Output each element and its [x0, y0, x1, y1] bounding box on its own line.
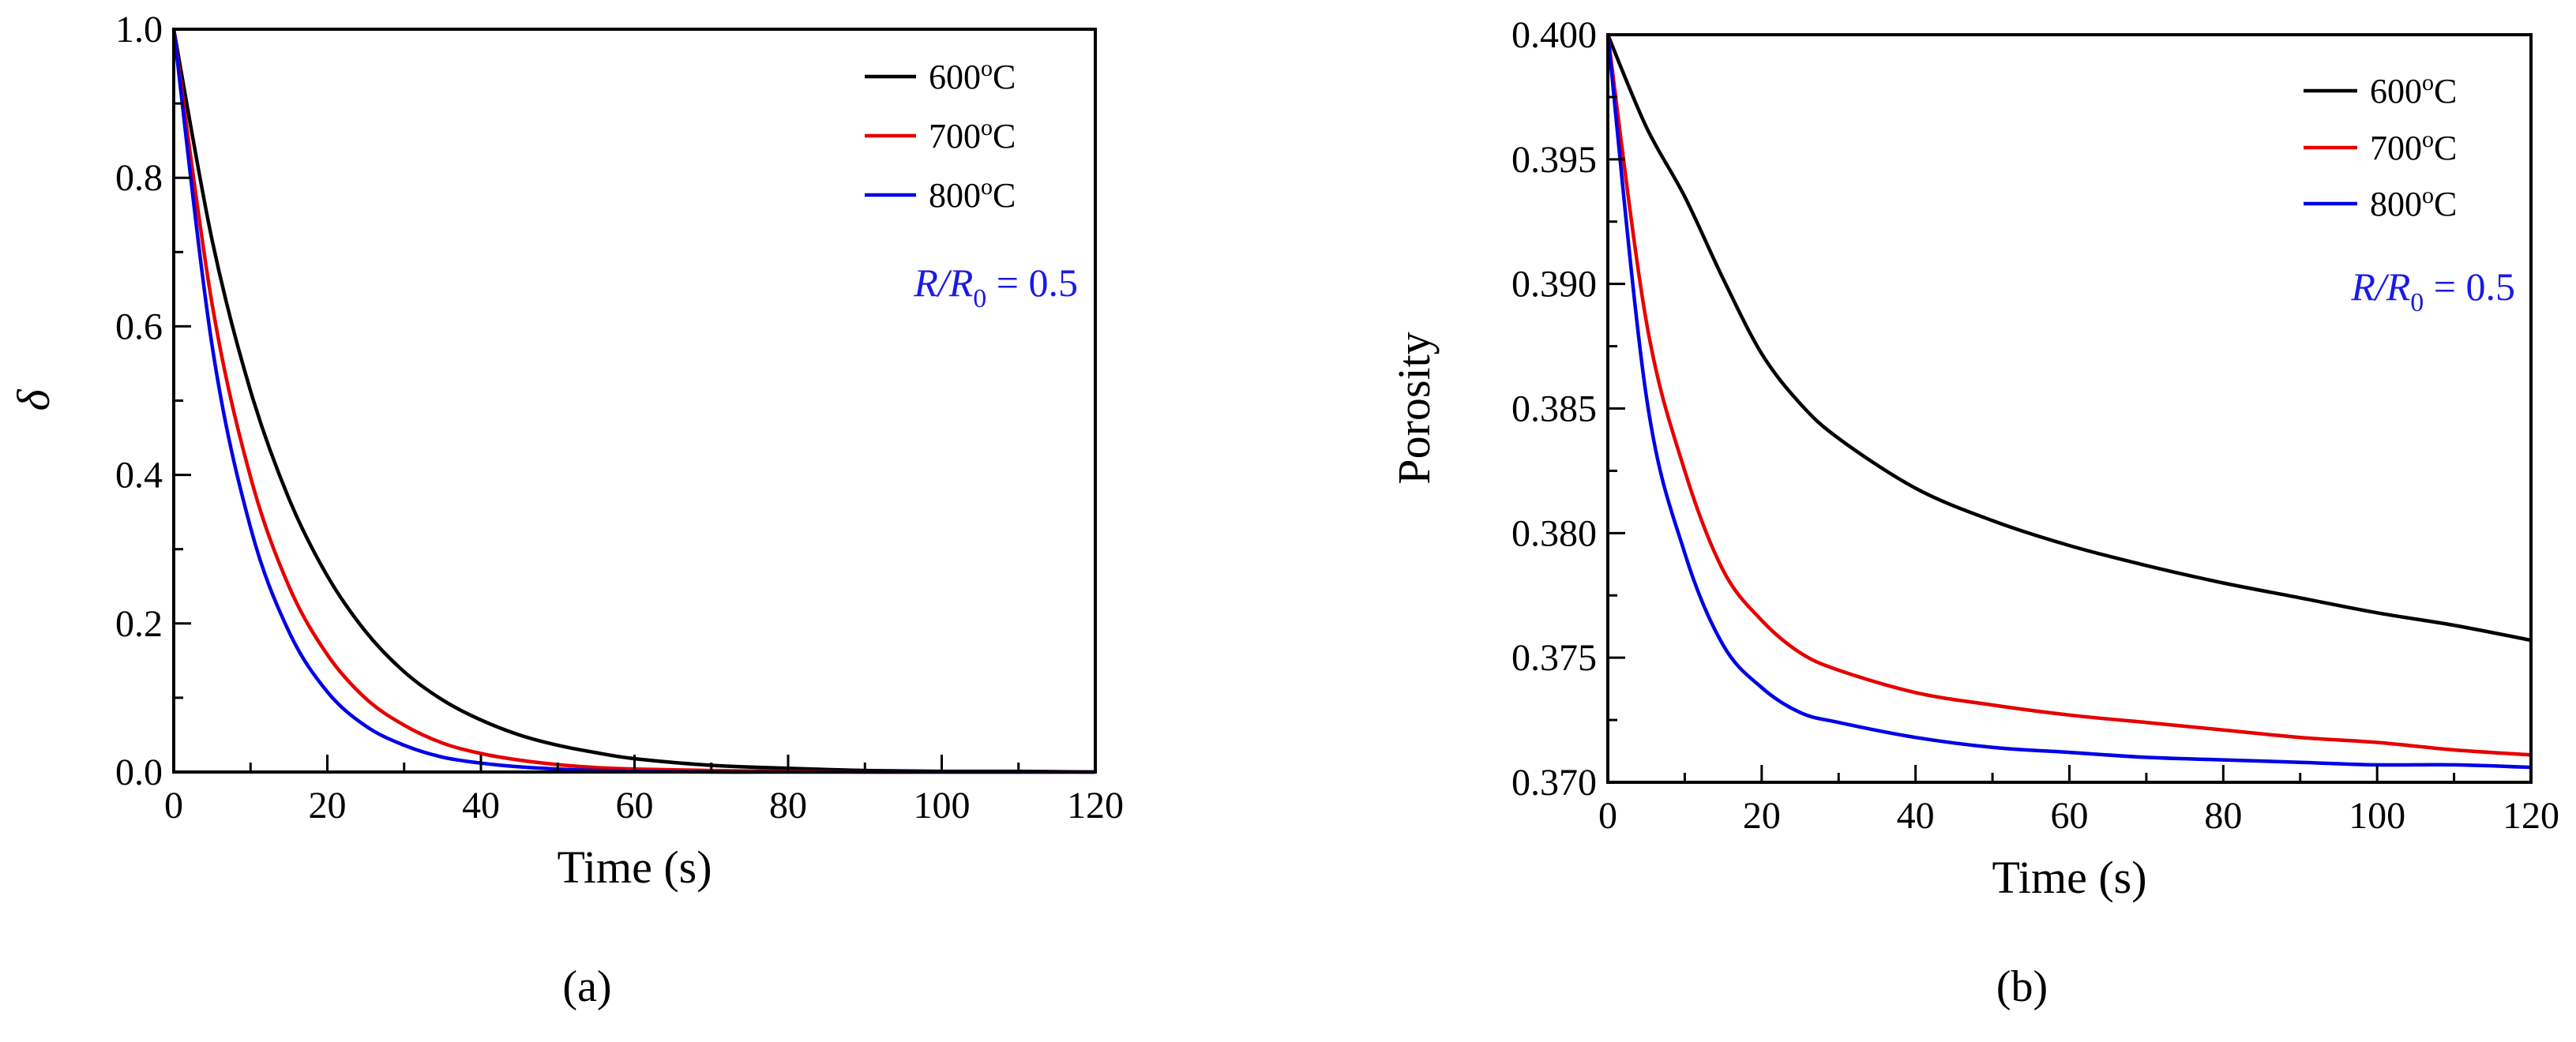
- y-tick-label: 0.8: [115, 157, 163, 199]
- y-tick-label: 0.375: [1511, 637, 1597, 679]
- x-axis: 0 20 40 60 80 100 120: [164, 755, 1124, 826]
- legend: 600oC 700oC 800oC: [865, 55, 1016, 215]
- legend-label-700c: 700oC: [929, 114, 1016, 156]
- legend-label-700c: 700oC: [2370, 126, 2457, 167]
- legend-label-800c: 800oC: [929, 174, 1016, 215]
- y-axis-title: δ: [8, 388, 59, 410]
- y-tick-label: 0.0: [115, 752, 163, 793]
- x-tick-label: 40: [1897, 795, 1935, 837]
- y-tick-label: 0.380: [1511, 512, 1597, 554]
- x-tick-label: 20: [309, 785, 347, 826]
- x-tick-label: 80: [769, 785, 807, 826]
- x-tick-label: 20: [1743, 795, 1781, 837]
- chart-panel-a: 0 20 40 60 80 100 120 Time (s) 0.0 0.2 0.4 0.6 0.8 1.…: [8, 9, 1124, 1011]
- y-axis-title: Porosity: [1388, 332, 1440, 484]
- x-tick-label: 100: [2349, 795, 2405, 837]
- ratio-annotation: R/R0 = 0.5: [913, 260, 1078, 313]
- x-tick-label: 60: [616, 785, 654, 826]
- series-line-800c: [1605, 34, 2532, 770]
- panel-caption: (a): [562, 962, 611, 1011]
- panel-caption: (b): [1996, 962, 2048, 1011]
- legend-label-600c: 600oC: [929, 55, 1016, 96]
- y-axis: 0.370 0.375 0.380 0.385 0.390 0.395 0.400: [1511, 14, 1625, 804]
- y-tick-label: 0.370: [1511, 762, 1597, 804]
- legend-label-600c: 600oC: [2370, 69, 2457, 111]
- series-line-700c: [1605, 34, 2532, 757]
- y-axis: 0.0 0.2 0.4 0.6 0.8 1.0: [115, 9, 191, 793]
- x-tick-label: 60: [2051, 795, 2089, 837]
- legend: 600oC 700oC 800oC: [2304, 69, 2457, 223]
- y-tick-label: 0.6: [115, 305, 163, 347]
- x-tick-label: 120: [2503, 795, 2559, 837]
- x-tick-label: 100: [914, 785, 971, 826]
- series-group: [1605, 34, 2532, 770]
- y-tick-label: 0.395: [1511, 139, 1597, 181]
- x-tick-label: 80: [2204, 795, 2242, 837]
- y-tick-label: 0.400: [1511, 14, 1597, 56]
- x-tick-label: 40: [462, 785, 500, 826]
- x-axis-title: Time (s): [557, 841, 712, 893]
- x-axis-title: Time (s): [1992, 852, 2146, 903]
- x-tick-label: 120: [1067, 785, 1124, 826]
- y-tick-label: 0.4: [115, 455, 163, 497]
- legend-label-800c: 800oC: [2370, 182, 2457, 223]
- y-tick-label: 1.0: [115, 9, 163, 51]
- ratio-annotation: R/R0 = 0.5: [2350, 264, 2515, 317]
- x-tick-label: 0: [1598, 795, 1617, 837]
- series-line-600c: [1605, 34, 2532, 643]
- x-axis: 0 20 40 60 80 100 120: [1598, 765, 2559, 837]
- y-tick-label: 0.2: [115, 603, 163, 645]
- y-tick-label: 0.385: [1511, 388, 1597, 430]
- y-tick-label: 0.390: [1511, 264, 1597, 305]
- x-tick-label: 0: [164, 785, 183, 826]
